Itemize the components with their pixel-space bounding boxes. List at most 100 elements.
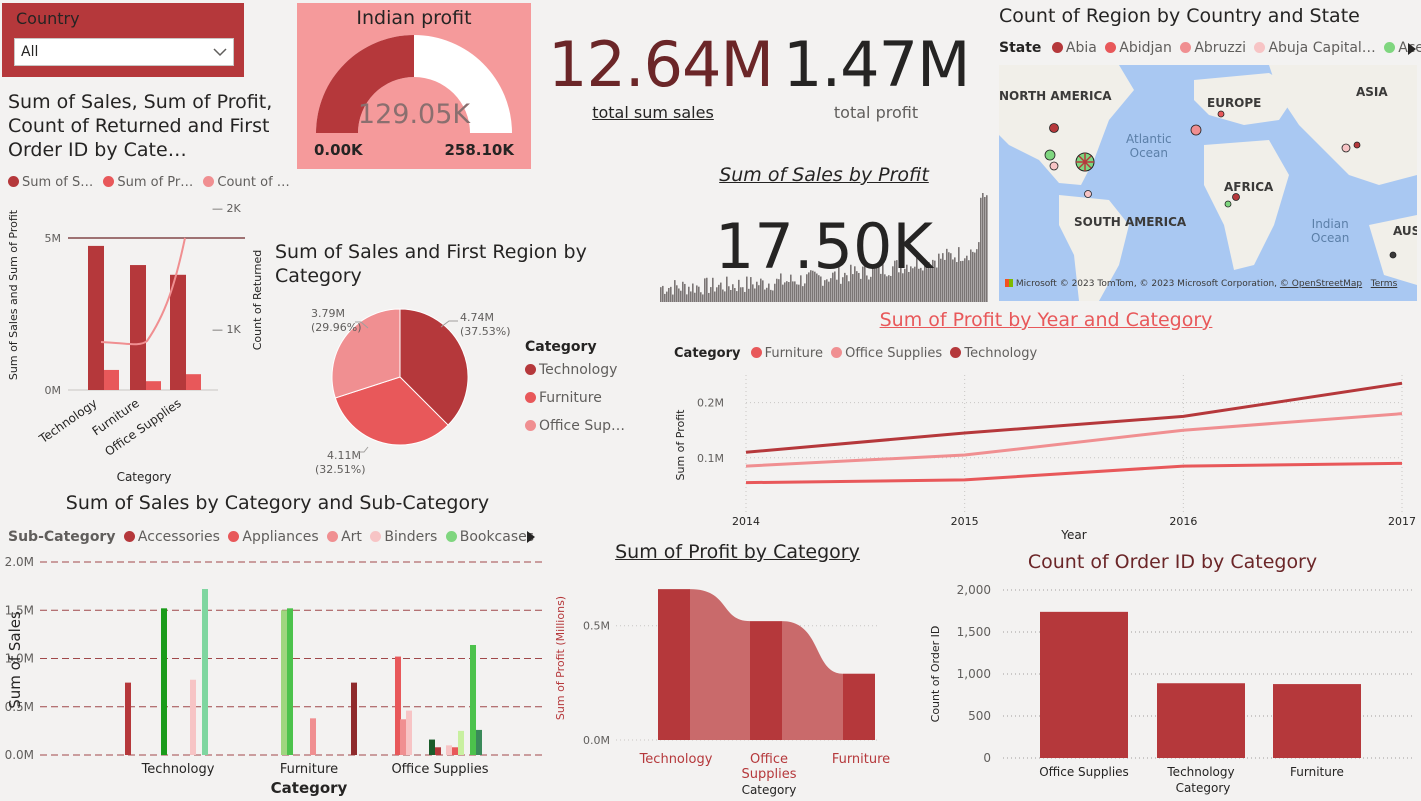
spark-bar — [850, 264, 852, 302]
pie-legend-item[interactable]: Furniture — [525, 384, 625, 412]
line-legend-title: Category — [674, 346, 741, 361]
spark-bar — [792, 281, 794, 302]
ribbon-chart: Sum of Profit (Millions) 0.5M 0.0M Technolo… — [554, 589, 890, 797]
spark-bar — [732, 284, 734, 302]
spark-bar — [892, 266, 894, 302]
spark-bar — [932, 259, 934, 302]
spark-bar — [964, 258, 966, 302]
subcat-legend-item[interactable]: Binders — [370, 529, 437, 545]
orders-bar — [1040, 611, 1128, 758]
spark-bar — [966, 255, 968, 302]
spark-bar — [766, 287, 768, 302]
combo-bar-sales — [88, 245, 104, 390]
pie-label-pct: (32.51%) — [315, 463, 366, 476]
subcat-legend-item[interactable]: Bookcases — [445, 529, 534, 545]
spark-bar — [802, 286, 804, 302]
spark-bar — [928, 262, 930, 302]
spark-value: 17.50K — [714, 210, 934, 283]
line-ytick: 0.2M — [697, 397, 724, 410]
map-visual[interactable]: NORTH AMERICA EUROPE ASIA AFRICA SOUTH A… — [999, 65, 1417, 301]
subcat-bar — [287, 608, 293, 755]
subcat-xtick: Office Supplies — [391, 762, 488, 777]
caret-right-icon[interactable] — [527, 531, 535, 543]
subcat-bar — [125, 682, 131, 755]
spark-bar — [902, 273, 904, 302]
pie-slice — [334, 376, 449, 446]
spark-bar — [884, 274, 886, 302]
ribbon-ytick: 0.0M — [583, 734, 610, 747]
spark-bar — [896, 260, 898, 302]
combo-legend-item[interactable]: Sum of Pr… — [103, 175, 193, 190]
spark-bar — [826, 279, 828, 302]
line-legend-item[interactable]: Technology — [950, 346, 1037, 361]
line-legend-item[interactable]: Furniture — [750, 346, 823, 361]
spark-bar — [736, 291, 738, 302]
country-slicer: Country All — [2, 3, 244, 77]
spark-bar — [684, 283, 686, 302]
gauge-min: 0.00K — [314, 141, 363, 159]
caret-right-icon[interactable] — [1408, 43, 1416, 55]
ribbon-band — [782, 621, 843, 740]
pie-legend-item[interactable]: Office Sup… — [525, 412, 625, 440]
spark-bar — [724, 291, 726, 302]
spark-bar — [744, 291, 746, 302]
spark-bar — [880, 273, 882, 302]
map-legend-item[interactable]: Abidjan — [1105, 40, 1172, 56]
subcat-bar — [435, 747, 441, 755]
spark-title: Sum of Sales by Profit — [719, 164, 929, 186]
combo-legend-item[interactable]: Count of … — [203, 175, 290, 190]
country-dropdown[interactable]: All — [14, 38, 234, 66]
subcat-bar — [452, 747, 458, 755]
subcat-bar — [161, 608, 167, 755]
spark-bar — [710, 287, 712, 302]
pie-legend-item[interactable]: Technology — [525, 356, 625, 384]
subcat-legend-item[interactable]: Art — [327, 529, 362, 545]
spark-bar — [670, 286, 672, 302]
line-legend-item[interactable]: Office Supplies — [831, 346, 942, 361]
spark-bar — [868, 279, 870, 302]
spark-bar — [756, 281, 758, 302]
line-series — [745, 461, 1403, 485]
subcat-legend-title: Sub-Category — [8, 529, 116, 545]
spark-bar — [874, 266, 876, 302]
orders-ytick: 2,000 — [957, 583, 991, 597]
terms-link[interactable]: Terms — [1370, 279, 1398, 289]
spark-bar — [832, 272, 834, 302]
map-legend-item[interactable]: Abruzzi — [1180, 40, 1246, 56]
pie-label-pct: (37.53%) — [460, 325, 511, 338]
map-title: Count of Region by Country and State — [999, 5, 1360, 27]
combo-bar-profit — [146, 381, 161, 390]
spark-bar — [824, 280, 826, 302]
spark-bar — [726, 276, 728, 302]
subcat-legend-item[interactable]: Appliances — [228, 529, 319, 545]
spark-bar — [938, 253, 940, 302]
spark-bar — [872, 266, 874, 302]
spark-bar — [842, 277, 844, 302]
line-xlabel: Year — [1060, 528, 1086, 540]
map-legend: State Abia Abidjan Abruzzi Abuja Capital… — [999, 40, 1421, 56]
map-bubble — [1353, 141, 1361, 149]
spark-bar — [962, 260, 964, 302]
pie-label-value: 4.74M — [460, 311, 494, 324]
ribbon-bar — [658, 589, 690, 740]
spark-bar — [848, 281, 850, 302]
spark-bar — [980, 197, 982, 302]
spark-bar — [666, 291, 668, 302]
subcat-bar — [458, 730, 464, 755]
kpi-profit-label: total profit — [833, 103, 919, 122]
subcat-xtick: Furniture — [280, 762, 338, 777]
subcat-bar — [406, 710, 412, 755]
subcat-legend-item[interactable]: Accessories — [123, 529, 220, 545]
spark-bar — [904, 268, 906, 302]
spark-bar — [888, 275, 890, 302]
osm-link[interactable]: © OpenStreetMap — [1279, 279, 1363, 289]
spark-bar — [950, 253, 952, 302]
spark-bar — [856, 271, 858, 302]
map-legend-item[interactable]: Abia — [1051, 40, 1097, 56]
spark-area — [660, 193, 988, 302]
map-ocean-label: Atlantic Ocean — [1126, 132, 1172, 160]
spark-bar — [752, 284, 754, 302]
combo-legend-item[interactable]: Sum of S… — [8, 175, 93, 190]
map-region-label: ASIA — [1356, 85, 1388, 99]
map-legend-item[interactable]: Abuja Capital… — [1254, 40, 1376, 56]
